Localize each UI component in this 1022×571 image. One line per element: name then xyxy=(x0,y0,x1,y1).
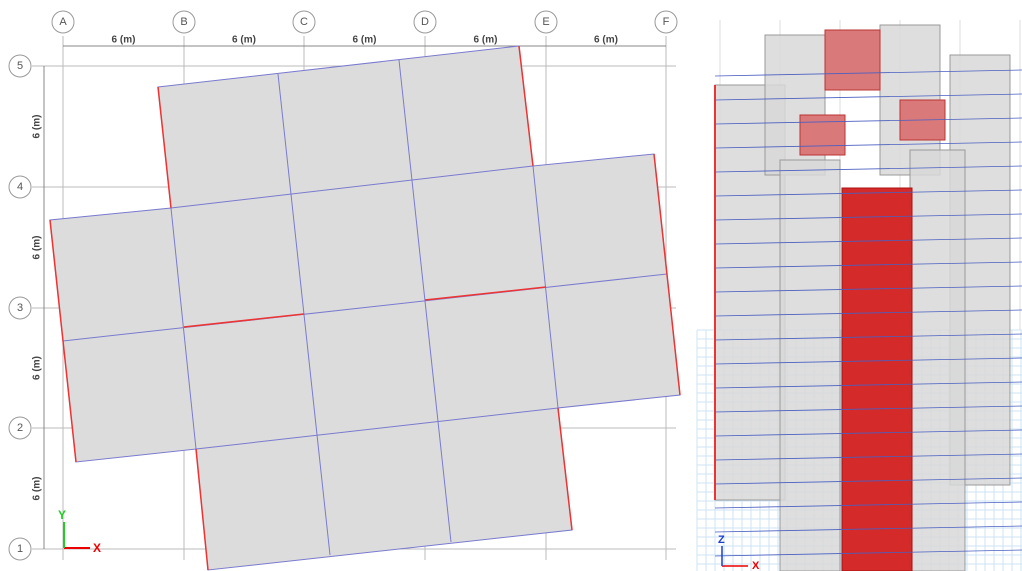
plan-view xyxy=(32,36,680,570)
dimension-label: 6 (m) xyxy=(32,236,43,260)
column-block xyxy=(780,160,840,571)
3d-view xyxy=(697,20,1022,571)
grid-label: C xyxy=(300,16,308,28)
axis-label: X xyxy=(752,560,760,571)
axis-label: Z xyxy=(718,534,725,546)
grid-label: 3 xyxy=(17,302,23,314)
dimension-label: 6 (m) xyxy=(32,477,43,501)
grid-label: A xyxy=(59,16,67,28)
dimension-label: 6 (m) xyxy=(32,356,43,380)
dimension-label: 6 (m) xyxy=(474,35,498,46)
grid-label: 2 xyxy=(17,422,23,434)
dimension-label: 6 (m) xyxy=(112,35,136,46)
grid-label: D xyxy=(421,16,429,28)
page: {"grid": {"columns": ["A", "B", "C", "D"… xyxy=(0,0,1022,571)
core-wall xyxy=(800,115,845,155)
dimension-label: 6 (m) xyxy=(353,35,377,46)
grid-label: E xyxy=(542,16,549,28)
dimension-label: 6 (m) xyxy=(232,35,256,46)
core-wall xyxy=(842,188,912,571)
axis-label: Y xyxy=(58,508,66,522)
core-wall xyxy=(825,30,880,90)
grid-label: 1 xyxy=(17,543,23,555)
grid-label: 4 xyxy=(17,181,23,193)
model-views: A B C D E F 5 4 3 2 1 6 (m) 6 (m) 6 (m) 6 (m) 6 (m) 6 (m… xyxy=(0,0,1022,571)
dimension-label: 6 (m) xyxy=(32,115,43,139)
grid-label: B xyxy=(180,16,187,28)
grid-label: F xyxy=(663,16,670,28)
axis-label: X xyxy=(93,541,101,555)
dimension-label: 6 (m) xyxy=(594,35,618,46)
column-block xyxy=(910,150,965,571)
grid-label: 5 xyxy=(17,60,23,72)
